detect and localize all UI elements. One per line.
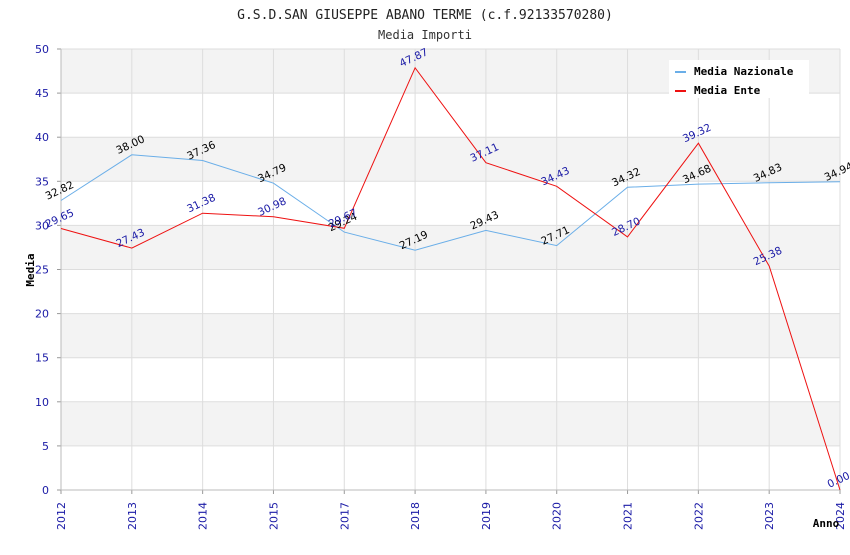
x-tick-label: 2019 [480, 502, 493, 530]
y-tick-label: 10 [35, 396, 49, 409]
x-axis-title: Anno [813, 517, 840, 530]
y-axis-title: Media [24, 253, 37, 286]
grid-band [61, 225, 840, 270]
x-tick-label: 2020 [551, 502, 564, 530]
grid-band [61, 313, 840, 358]
y-tick-label: 20 [35, 308, 49, 321]
x-tick-label: 2021 [622, 502, 635, 530]
x-tick-label: 2018 [409, 502, 422, 530]
grid-band [61, 357, 840, 402]
legend-label-media-nazionale: Media Nazionale [694, 65, 794, 78]
x-tick-label: 2024 [834, 502, 847, 530]
y-tick-label: 45 [35, 87, 49, 100]
x-tick-label: 2022 [692, 502, 705, 530]
legend-label-media-ente: Media Ente [694, 84, 761, 97]
y-tick-label: 35 [35, 175, 49, 188]
y-tick-label: 5 [42, 440, 49, 453]
grid-band [61, 401, 840, 446]
x-tick-label: 2012 [55, 502, 68, 530]
y-tick-labels: 0 5 10 15 20 25 30 35 40 45 50 [35, 43, 49, 497]
series-line-media-nazionale [60, 154, 841, 251]
chart-title: G.S.D.SAN GIUSEPPE ABANO TERME (c.f.9213… [237, 8, 613, 23]
x-tick-label: 2015 [267, 502, 280, 530]
y-tick-label: 30 [35, 219, 49, 232]
axes [57, 48, 841, 494]
y-tick-label: 50 [35, 43, 49, 56]
legend: Media Nazionale Media Ente [669, 60, 809, 98]
background-bands [61, 49, 840, 490]
y-tick-label: 40 [35, 131, 49, 144]
x-tick-label: 2014 [197, 502, 210, 530]
grid-band [61, 137, 840, 182]
y-tick-label: 25 [35, 264, 49, 277]
series-lines [60, 66, 841, 491]
legend-box [669, 60, 809, 98]
series-line-media-ente [60, 66, 841, 491]
grid-band [61, 181, 840, 226]
chart-subtitle: Media Importi [378, 28, 472, 42]
y-tick-label: 0 [42, 484, 49, 497]
x-tick-label: 2023 [763, 502, 776, 530]
x-tick-label: 2017 [338, 502, 351, 530]
y-tick-label: 15 [35, 352, 49, 365]
grid-band [61, 445, 840, 490]
x-tick-labels: 2012 2013 2014 2015 2017 2018 2019 2020 2021 2022… [55, 502, 847, 530]
grid-band [61, 269, 840, 314]
x-tick-label: 2013 [126, 502, 139, 530]
